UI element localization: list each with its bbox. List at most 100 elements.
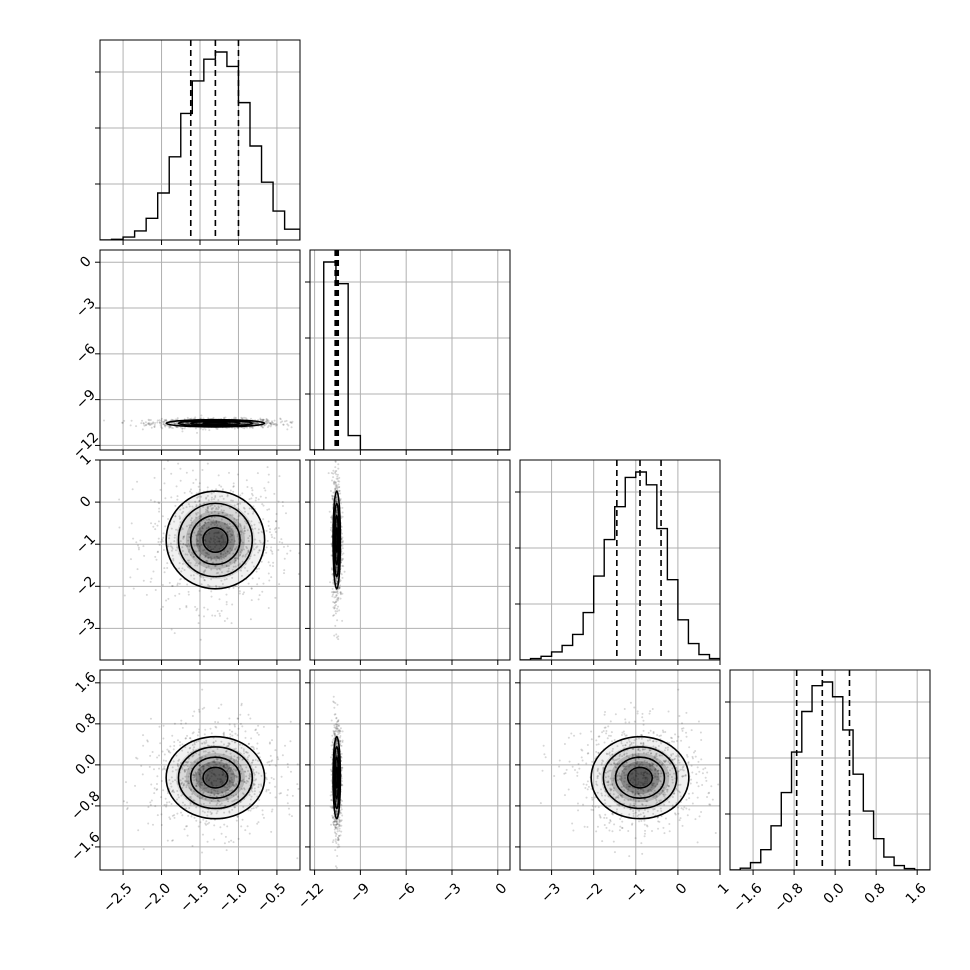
sample-point	[666, 766, 669, 769]
sample-point	[216, 524, 219, 527]
sample-point	[147, 418, 150, 421]
sample-point	[335, 823, 338, 826]
sample-point	[332, 816, 335, 819]
sample-point	[237, 564, 240, 567]
sample-point	[335, 499, 338, 502]
sample-point	[209, 505, 212, 508]
grid	[310, 670, 510, 870]
sample-point	[595, 739, 598, 742]
sample-point	[226, 526, 229, 529]
sample-point	[198, 482, 201, 485]
sample-point	[289, 770, 292, 773]
sample-point	[640, 771, 643, 774]
panel-2-0: −3−2−101	[73, 451, 301, 665]
sample-point	[339, 730, 342, 733]
sample-point	[217, 721, 220, 724]
sample-point	[333, 488, 336, 491]
sample-point	[687, 792, 690, 795]
sample-point	[220, 783, 223, 786]
sample-point	[198, 574, 201, 577]
sample-point	[253, 787, 256, 790]
contour-line	[177, 419, 254, 427]
sample-point	[173, 520, 176, 523]
sample-point	[249, 809, 252, 812]
sample-point	[625, 754, 628, 757]
sample-point	[242, 541, 245, 544]
sample-point	[140, 764, 143, 767]
sample-point	[256, 742, 259, 745]
sample-point	[338, 834, 341, 837]
sample-point	[330, 591, 333, 594]
sample-point	[669, 762, 672, 765]
sample-point	[652, 745, 655, 748]
sample-point	[193, 743, 196, 746]
sample-point	[192, 556, 195, 559]
sample-point	[204, 728, 207, 731]
sample-point	[608, 829, 611, 832]
sample-point	[241, 792, 244, 795]
sample-point	[203, 784, 206, 787]
sample-point	[200, 530, 203, 533]
sample-point	[212, 744, 215, 747]
sample-point	[181, 427, 184, 430]
sample-point	[682, 727, 685, 730]
sample-point	[338, 835, 341, 838]
density-level	[166, 736, 265, 819]
sample-point	[280, 538, 283, 541]
sample-point	[338, 824, 341, 827]
contour-line	[333, 746, 341, 810]
x-tick-label: 0	[493, 880, 511, 898]
sample-point	[184, 780, 187, 783]
sample-point	[210, 548, 213, 551]
sample-point	[176, 739, 179, 742]
sample-point	[228, 587, 231, 590]
sample-point	[637, 792, 640, 795]
sample-point	[335, 723, 338, 726]
sample-point	[262, 725, 265, 728]
sample-point	[189, 737, 192, 740]
sample-point	[334, 820, 337, 823]
sample-point	[333, 607, 336, 610]
sample-point	[198, 797, 201, 800]
sample-point	[217, 505, 220, 508]
sample-point	[237, 727, 240, 730]
sample-point	[210, 558, 213, 561]
sample-point	[153, 792, 156, 795]
sample-point	[341, 740, 344, 743]
sample-point	[268, 760, 271, 763]
y-tick-label: −6	[73, 341, 99, 367]
sample-point	[204, 554, 207, 557]
sample-point	[243, 427, 246, 430]
sample-point	[212, 772, 215, 775]
sample-point	[682, 808, 685, 811]
sample-point	[232, 530, 235, 533]
sample-point	[262, 816, 265, 819]
sample-point	[336, 477, 339, 480]
sample-point	[130, 419, 133, 422]
sample-point	[218, 586, 221, 589]
sample-point	[152, 421, 155, 424]
sample-point	[338, 480, 341, 483]
sample-point	[335, 477, 338, 480]
sample-point	[253, 523, 256, 526]
sample-point	[205, 823, 208, 826]
sample-point	[201, 851, 204, 854]
sample-point	[204, 428, 207, 431]
sample-point	[170, 803, 173, 806]
sample-point	[229, 733, 232, 736]
sample-point	[186, 422, 189, 425]
sample-point	[204, 510, 207, 513]
sample-point	[337, 635, 340, 638]
panel-0-0	[95, 39, 301, 245]
sample-point	[331, 806, 334, 809]
sample-point	[217, 571, 220, 574]
sample-point	[142, 734, 145, 737]
sample-point	[170, 418, 173, 421]
sample-point	[333, 734, 336, 737]
sample-point	[341, 619, 344, 622]
sample-point	[149, 801, 152, 804]
sample-point	[341, 576, 344, 579]
sample-point	[163, 482, 166, 485]
sample-point	[255, 806, 258, 809]
sample-point	[337, 483, 340, 486]
